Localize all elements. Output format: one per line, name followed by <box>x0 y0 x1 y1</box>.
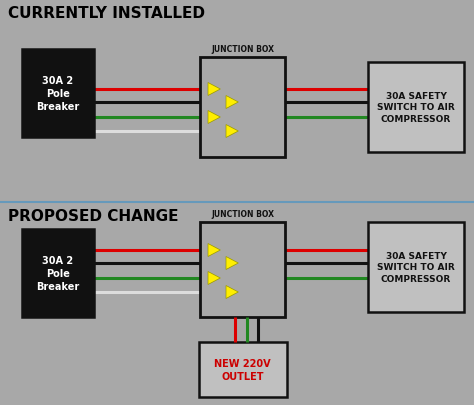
Text: 30A SAFETY
SWITCH TO AIR
COMPRESSOR: 30A SAFETY SWITCH TO AIR COMPRESSOR <box>377 251 455 284</box>
Polygon shape <box>208 244 220 257</box>
Polygon shape <box>226 286 238 299</box>
Bar <box>22 230 94 317</box>
Polygon shape <box>208 111 220 124</box>
Text: 30A SAFETY
SWITCH TO AIR
COMPRESSOR: 30A SAFETY SWITCH TO AIR COMPRESSOR <box>377 92 455 124</box>
Polygon shape <box>208 83 220 96</box>
Polygon shape <box>226 257 238 270</box>
Polygon shape <box>208 272 220 285</box>
Text: CURRENTLY INSTALLED: CURRENTLY INSTALLED <box>8 6 205 21</box>
Text: PROPOSED CHANGE: PROPOSED CHANGE <box>8 209 179 224</box>
Text: 30A 2
Pole
Breaker: 30A 2 Pole Breaker <box>36 255 80 292</box>
Text: NEW 220V
OUTLET: NEW 220V OUTLET <box>214 358 271 381</box>
Bar <box>22 50 94 138</box>
Polygon shape <box>226 125 238 138</box>
Bar <box>368 222 464 312</box>
Bar <box>368 63 464 153</box>
Bar <box>199 342 286 397</box>
Polygon shape <box>226 96 238 109</box>
Bar <box>200 58 285 158</box>
Text: JUNCTION BOX: JUNCTION BOX <box>211 45 274 54</box>
Text: JUNCTION BOX: JUNCTION BOX <box>211 209 274 218</box>
Text: 30A 2
Pole
Breaker: 30A 2 Pole Breaker <box>36 76 80 112</box>
Bar <box>200 222 285 317</box>
